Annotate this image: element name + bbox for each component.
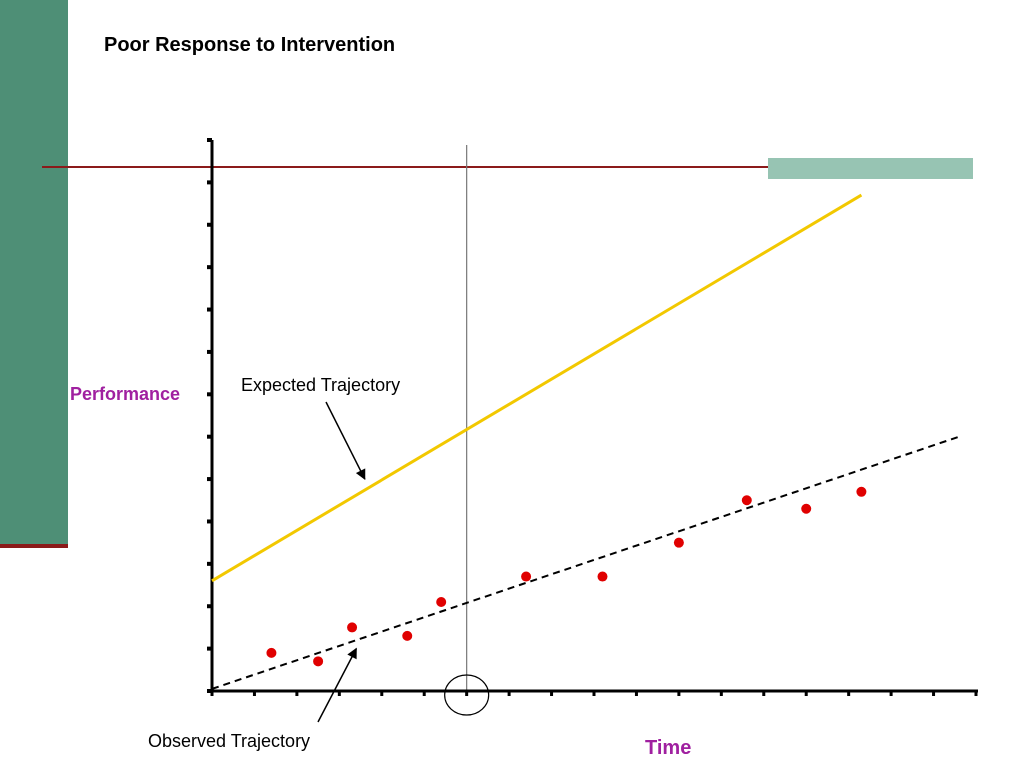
expected-trajectory-arrow: [325, 401, 366, 481]
observed-trajectory-label: Observed Trajectory: [148, 731, 311, 751]
observed-point-3: [347, 622, 358, 633]
observed-point-7: [597, 571, 608, 582]
observed-points: [266, 486, 867, 667]
decorative-top-rule: [42, 166, 973, 168]
intervention-marker-circle: [444, 674, 490, 716]
decorative-corner-accent: [768, 158, 973, 179]
observed-point-4: [402, 630, 413, 641]
slide-title: Poor Response to Intervention: [104, 34, 396, 56]
observed-point-5: [436, 596, 447, 607]
observed-point-9: [741, 495, 752, 506]
observed-point-11: [856, 486, 867, 497]
y-axis-label: Performance: [70, 384, 181, 404]
observed-point-10: [801, 503, 812, 514]
observed-trajectory-arrow: [317, 647, 357, 723]
expected-trajectory-label: Expected Trajectory: [241, 375, 401, 395]
x-axis-label: Time: [645, 737, 692, 759]
observed-point-2: [313, 656, 324, 667]
observed-point-8: [673, 537, 684, 548]
observed-trend-line: [211, 435, 960, 690]
expected-trajectory-line: [211, 193, 863, 583]
observed-point-1: [266, 647, 277, 658]
decorative-side-band: [0, 0, 68, 544]
observed-point-6: [521, 571, 532, 582]
decorative-band-rule: [0, 544, 68, 548]
